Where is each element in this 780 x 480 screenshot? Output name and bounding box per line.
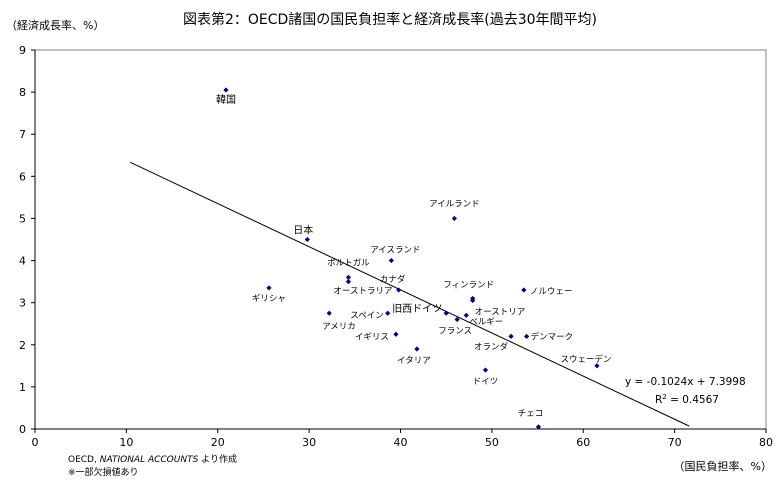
data-point [345, 279, 352, 285]
data-point-label: ポルトガル [327, 257, 370, 268]
data-point-label: チェコ [518, 409, 544, 419]
data-point [508, 333, 514, 339]
data-point [443, 310, 449, 316]
data-point [266, 285, 272, 291]
data-point-label: オランダ [474, 341, 509, 352]
x-tick-label: 40 [394, 436, 408, 449]
y-tick-label: 5 [19, 212, 26, 225]
y-tick-label: 3 [19, 297, 26, 310]
data-point [326, 310, 332, 316]
x-tick-label: 30 [302, 436, 316, 449]
data-point [396, 287, 402, 293]
data-point [388, 257, 394, 264]
y-tick-label: 1 [19, 381, 26, 394]
x-axis-label: （国民負担率、%） [674, 459, 772, 473]
source-suffix: より作成 [198, 453, 237, 465]
y-tick-label: 9 [19, 44, 26, 57]
data-point-label: イタリア [397, 356, 431, 366]
data-point-label: フィンランド [443, 280, 494, 290]
data-point [223, 87, 229, 93]
r2-prefix: R [655, 394, 662, 406]
data-point-label: オーストリア [475, 308, 526, 318]
trendline [129, 161, 690, 427]
data-point [454, 316, 460, 323]
x-tick-label: 80 [759, 436, 773, 449]
data-point-label: 韓国 [216, 94, 236, 106]
data-point-label: ドイツ [473, 377, 499, 387]
data-point-label: ギリシャ [252, 294, 286, 304]
data-point-label: スペイン [350, 311, 383, 321]
data-point-label: カナダ [380, 274, 406, 285]
y-tick-label: 7 [19, 128, 26, 141]
data-point [414, 346, 420, 352]
chart-title: 図表第2：OECD諸国の国民負担率と経済成長率(過去30年間平均) [183, 11, 597, 28]
y-tick-label: 2 [19, 339, 26, 352]
data-point-label: フランス [438, 327, 472, 337]
data-point-label: 日本 [293, 224, 313, 237]
source-note: OECD, NATIONAL ACCOUNTS より作成 [68, 453, 237, 465]
data-point [393, 331, 399, 337]
plot-area [34, 49, 767, 430]
data-point-label: 旧西ドイツ [392, 303, 442, 315]
data-point [523, 333, 530, 339]
trendline-equation: y = -0.1024x + 7.3998 [625, 376, 746, 388]
data-point-label: イギリス [355, 332, 389, 342]
data-point-label: ノルウェー [530, 287, 573, 297]
data-point-label: アメリカ [322, 322, 356, 332]
data-point [385, 310, 391, 316]
y-tick-label: 0 [19, 423, 26, 436]
r2-superscript: 2 [662, 393, 666, 401]
missing-values-note: ※一部欠損値あり [68, 466, 139, 478]
x-tick-label: 0 [32, 436, 39, 449]
data-point-label: スウェーデン [560, 354, 611, 365]
source-publication: NATIONAL ACCOUNTS [100, 455, 199, 465]
data-point [470, 297, 476, 304]
y-tick-label: 6 [19, 170, 26, 183]
data-point [304, 236, 310, 243]
data-point-label: ベルギー [469, 317, 503, 327]
trendline-r2: R2 = 0.4567 [655, 393, 719, 406]
data-point-label: デンマーク [531, 331, 574, 342]
data-point-label: オーストラリア [333, 287, 392, 297]
x-tick-label: 20 [211, 436, 225, 449]
axes: 0 10 20 30 40 50 60 70 80 0 1 2 3 4 5 6 7 8 9 [19, 44, 773, 449]
x-tick-label: 60 [576, 436, 590, 449]
data-point [451, 215, 458, 222]
data-point-label: アイスランド [370, 246, 420, 256]
x-tick-label: 50 [485, 436, 499, 449]
data-point-label: アイルランド [429, 199, 480, 209]
x-tick-label: 10 [119, 436, 133, 449]
data-point [594, 363, 600, 369]
source-prefix: OECD, [68, 455, 100, 465]
r2-value: = 0.4567 [667, 394, 719, 406]
x-tick-label: 70 [668, 436, 682, 449]
data-point [521, 287, 527, 293]
y-tick-label: 8 [19, 86, 26, 99]
trendline-line [129, 161, 690, 427]
data-point [463, 312, 469, 318]
data-point [345, 274, 352, 280]
y-tick-label: 4 [19, 255, 26, 268]
y-axis-label: （経済成長率、%） [6, 18, 104, 32]
data-point [482, 367, 489, 373]
data-point [535, 424, 542, 430]
